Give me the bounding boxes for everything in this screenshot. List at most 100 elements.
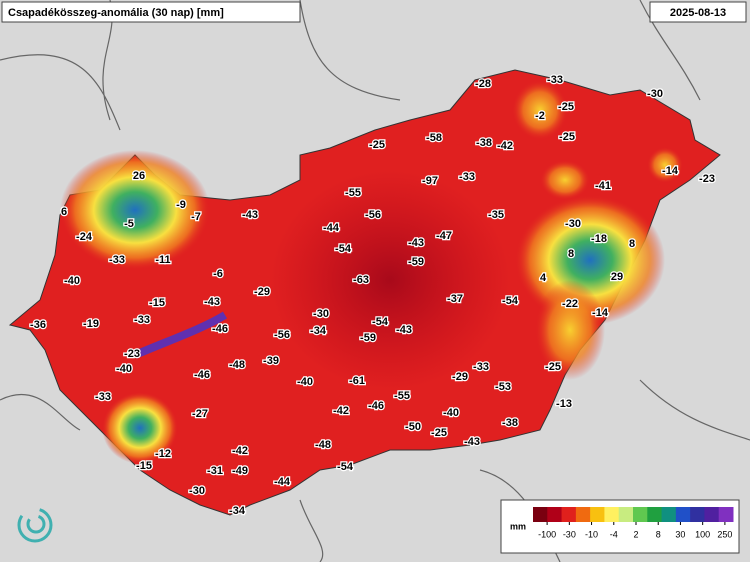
legend-swatch [718,507,734,522]
legend-swatch [661,507,677,522]
legend-swatch [561,507,577,522]
station-value: -31 [207,465,223,477]
legend-swatch [575,507,591,522]
station-value: 4 [540,272,547,284]
date: 2025-08-13 [670,7,726,19]
station-value: -2 [535,110,545,122]
station-value: -23 [124,348,140,360]
legend-tick-label: -30 [563,529,576,539]
station-value: -56 [274,329,290,341]
station-value: -11 [155,254,170,266]
legend-tick-label: 250 [717,529,732,539]
legend-swatch [633,507,648,522]
station-value: -33 [459,171,475,183]
station-value: -25 [558,101,574,113]
station-value: -33 [473,361,489,373]
station-value: -24 [76,231,93,243]
station-value: -50 [405,421,421,433]
station-value: -14 [662,165,679,177]
wet-area [535,280,605,380]
legend-swatch [618,507,634,522]
station-value: -38 [476,137,492,149]
legend-unit: mm [510,521,526,531]
title: Csapadékösszeg-anomália (30 nap) [mm] [8,7,224,19]
station-value: -23 [699,173,715,185]
station-value: -55 [394,390,410,402]
station-value: -27 [192,408,208,420]
legend-tick-label: -100 [538,529,556,539]
station-value: -22 [562,298,578,310]
station-value: -25 [545,361,561,373]
station-value: -54 [337,461,354,473]
wet-area [540,160,590,200]
station-value: -44 [274,476,291,488]
station-value: -25 [559,131,575,143]
station-value: -54 [372,316,389,328]
station-value: -18 [591,233,607,245]
station-value: -28 [475,78,491,90]
station-value: -40 [116,363,132,375]
station-value: -34 [229,505,246,517]
station-value: -38 [502,417,518,429]
legend-swatch [690,507,705,522]
station-value: -42 [497,140,513,152]
station-value: 26 [133,170,145,182]
wet-area [512,80,568,140]
station-value: -46 [194,369,210,381]
legend-swatch [675,507,691,522]
station-value: -7 [191,211,201,223]
station-value: -42 [333,405,349,417]
station-value: -33 [547,74,563,86]
station-value: -37 [447,293,463,305]
station-value: 29 [611,271,623,283]
station-value: -54 [335,243,352,255]
station-value: -43 [242,209,258,221]
wet-area [60,150,210,270]
title-box [1,1,301,23]
station-value: -15 [136,460,152,472]
legend-swatch [547,507,563,522]
station-value: -30 [189,485,205,497]
legend-tick-label: -4 [610,529,618,539]
station-value: -42 [232,445,248,457]
station-value: -43 [464,436,480,448]
wet-area [647,147,683,183]
station-value: -54 [502,295,519,307]
legend-tick-label: 2 [633,529,638,539]
station-value: -97 [422,175,438,187]
station-value: -30 [647,88,663,100]
station-value: -41 [595,180,611,192]
date-box [649,1,747,23]
station-value: -30 [565,218,581,230]
lake [133,311,228,359]
legend: -100 -30 -10 -4 2 8 30 100 250 [533,507,734,539]
station-value: -9 [176,199,186,211]
station-value: -43 [408,237,424,249]
station-value: -43 [396,324,412,336]
station-value: -40 [64,275,80,287]
station-value: -25 [369,139,385,151]
station-value: -56 [365,209,381,221]
station-value: -53 [495,381,511,393]
station-value: -12 [155,448,171,460]
legend-swatch [533,507,548,522]
station-value: -15 [149,297,165,309]
station-value: -5 [124,218,134,230]
station-value: -46 [368,400,384,412]
station-value: -40 [443,407,459,419]
station-value: -6 [213,268,223,280]
legend-tick-label: -10 [585,529,598,539]
station-value: -36 [30,319,46,331]
wet-area [102,392,178,464]
station-value: -29 [452,371,468,383]
stations: -28 -33-2-25-30-25-25-58 -38 -42-14-23-97 -3… [29,73,716,519]
station-value: -30 [313,308,329,320]
station-value: -33 [134,314,150,326]
legend-swatch [604,507,620,522]
legend-swatch [590,507,605,522]
station-value: -58 [426,132,442,144]
station-value: 8 [629,238,635,250]
logo [17,507,53,543]
station-value: -63 [353,274,369,286]
